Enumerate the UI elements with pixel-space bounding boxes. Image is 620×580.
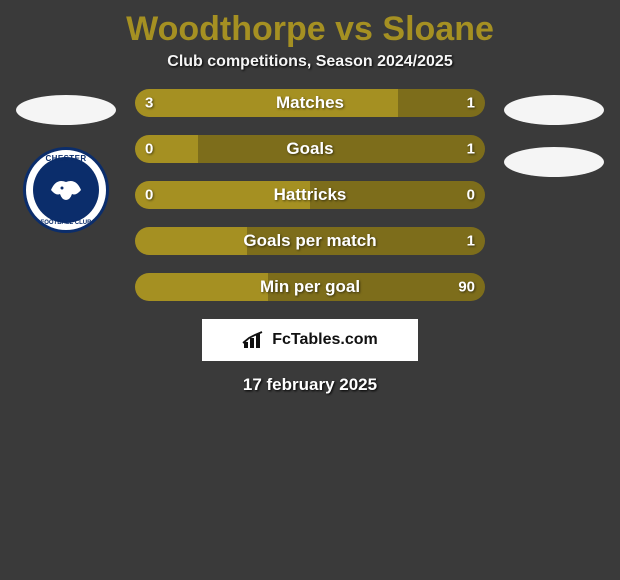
date-text: 17 february 2025 (243, 375, 377, 395)
stat-bar-right-value: 1 (467, 95, 475, 112)
stat-bar-left-value: 3 (145, 95, 153, 112)
page-title: Woodthorpe vs Sloane (0, 0, 620, 53)
footer: FcTables.com 17 february 2025 (0, 319, 620, 395)
stat-bar-label: Matches (135, 93, 485, 113)
stat-bar-label: Hattricks (135, 185, 485, 205)
stat-bar: Min per goal90 (135, 273, 485, 301)
stat-bar-right-value: 0 (467, 187, 475, 204)
club-logo-bottom-label: FOOTBALL CLUB (26, 220, 106, 226)
stat-bar: Matches3 1 (135, 89, 485, 117)
club-logo-placeholder-right (504, 147, 604, 177)
stat-bar: Hattricks0 0 (135, 181, 485, 209)
stat-bar: Goals0 1 (135, 135, 485, 163)
stat-bar-label: Goals per match (135, 231, 485, 251)
stat-bar: Goals per match1 (135, 227, 485, 255)
club-logo-left: CHESTER FOOTBALL CLUB (23, 147, 109, 233)
brand-text: FcTables.com (272, 331, 378, 349)
stat-bar-label: Goals (135, 139, 485, 159)
subtitle: Club competitions, Season 2024/2025 (0, 53, 620, 89)
main-content: CHESTER FOOTBALL CLUB Matches31Goals01Ha… (0, 89, 620, 301)
stat-bar-right-value: 1 (467, 141, 475, 158)
club-logo-inner (33, 157, 99, 223)
stat-bar-right-value: 1 (467, 233, 475, 250)
player-photo-placeholder-right (504, 95, 604, 125)
club-logo-top-label: CHESTER (26, 154, 106, 163)
stat-bar-left-value: 0 (145, 187, 153, 204)
stat-bar-label: Min per goal (135, 277, 485, 297)
comparison-bars: Matches31Goals01Hattricks00Goals per mat… (135, 89, 485, 301)
right-column (499, 89, 609, 177)
brand-box: FcTables.com (202, 319, 418, 361)
left-column: CHESTER FOOTBALL CLUB (11, 89, 121, 233)
bar-chart-icon (242, 330, 266, 350)
wolf-icon (48, 176, 84, 204)
stat-bar-right-value: 90 (458, 279, 475, 296)
stat-bar-left-value: 0 (145, 141, 153, 158)
player-photo-placeholder-left (16, 95, 116, 125)
